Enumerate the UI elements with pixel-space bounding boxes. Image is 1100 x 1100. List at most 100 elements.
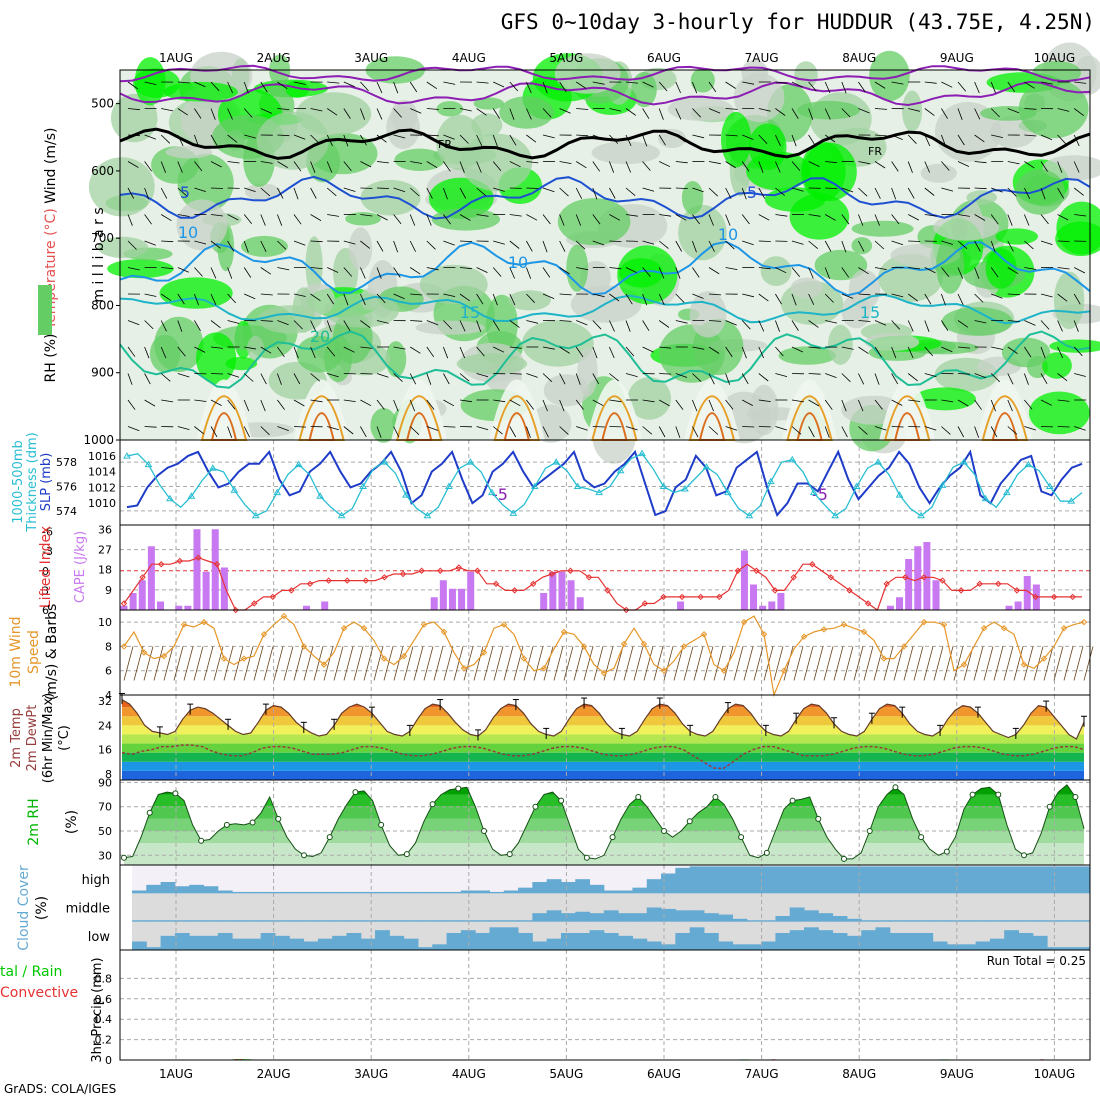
cloud-cell-middle [703,913,719,922]
thickness-marker [638,449,646,457]
cloud-cell-low [818,930,834,950]
wind-barb [891,214,900,225]
wind10-barb [833,646,844,681]
li-marker [1050,593,1058,601]
cloud-cell-middle [918,920,934,922]
cloud-cell-low [332,935,347,950]
wind-barb [974,373,986,379]
rh-shade-cell [256,111,329,170]
wind-barb [476,346,485,357]
wind-barb [692,214,701,225]
rh-shade-cell [285,80,310,98]
li-marker [232,606,239,614]
wind10-marker [460,665,468,672]
cloud-cell-middle [560,913,576,922]
cape-bar [567,580,575,610]
wind-barb [177,293,185,305]
wind10-barb [273,646,284,681]
wind10-barb [823,646,834,681]
wind10-barb [423,646,434,681]
ytick-label-cape: 9 [105,584,112,597]
rh2m-marker [121,854,127,861]
wind-barb [924,320,930,332]
wind-barb [1024,108,1037,110]
cloud-cell-low [489,927,505,950]
wind-barb [476,161,482,173]
date-tick-label-top: 8AUG [842,51,876,65]
wind10-marker [260,631,268,638]
wind-barb [841,134,854,139]
wind-barb [642,240,655,245]
date-tick-label-top: 2AUG [257,51,291,65]
wind-barb [360,240,371,249]
wind-barb [492,134,498,147]
cape-ylabel: CAPE (J/kg) [73,531,88,603]
cloud-cell-low [861,930,877,950]
wind-barb [1057,320,1063,332]
wind-barb [891,320,900,330]
temp2m-ylabel: (6hr Min/Max) [41,693,56,783]
cloud-cell-high [804,866,819,894]
date-tick-label-bottom: 1AUG [159,1067,193,1081]
thickness-marker [1067,497,1076,504]
wind-barb [542,267,551,278]
wind10-barb [433,646,444,681]
li-marker [864,600,872,607]
wind10-barb [943,646,954,681]
thickness-ylabel-b: Thickness (dm) [25,432,40,532]
date-tick-label-top: 9AUG [940,51,974,65]
wind10-marker [340,625,348,632]
wind-barb [825,320,837,324]
wind-barb [858,214,864,226]
isotherm-5 [119,175,1091,220]
wind-barb [841,267,850,278]
wind-barb [1057,161,1063,173]
thickness-marker [359,482,367,490]
wind-barb [426,81,438,90]
wind10-marker [840,621,848,628]
wind-barb [194,346,206,353]
ytick-label-temp: 16 [98,744,112,757]
li-marker [306,580,314,588]
wind-barb [127,399,136,410]
cloud-ylabel: Cloud Cover [16,865,32,951]
wind-barb [725,346,733,358]
rh2m-marker [172,790,179,797]
cloud-cell-low [889,933,905,950]
rh-shade-cell [631,71,657,108]
wind-barb [658,240,669,249]
wind-barb [858,187,868,197]
wind-barb [908,214,919,221]
wind-barb [459,373,470,382]
wind-barb [725,134,738,137]
wind-barb [1040,214,1049,225]
cloud-cell-high [146,884,162,894]
wind-barb [277,346,285,358]
wind-barb [1007,399,1013,412]
wind-barb [393,373,403,382]
wind-barb [177,161,183,173]
li-marker [771,587,779,594]
cape-bar [302,605,310,610]
cape-bar [1005,605,1013,610]
isotherm-30 [698,412,726,441]
cloud-cell-high [861,866,877,894]
cloud-cell-low [389,935,405,950]
wind-barb [194,108,202,119]
cloud-cell-low [789,930,805,950]
wind-barb [194,426,205,435]
wind-barb [144,320,154,330]
cloud-cell-low [317,938,333,950]
rh-shade-cell [760,256,792,286]
rh-shade-cell [305,236,323,295]
rh-shade-cell [591,141,660,165]
wind10-marker [520,655,528,662]
wind-barb [990,373,1001,383]
cloud-cell-middle [689,910,705,922]
wind-barb [260,293,273,296]
wind10-line [123,615,1085,698]
cloud-level-label: low [88,930,111,945]
wind-barb [576,108,589,110]
wind-barb [725,81,736,89]
wind-barb [526,214,538,221]
